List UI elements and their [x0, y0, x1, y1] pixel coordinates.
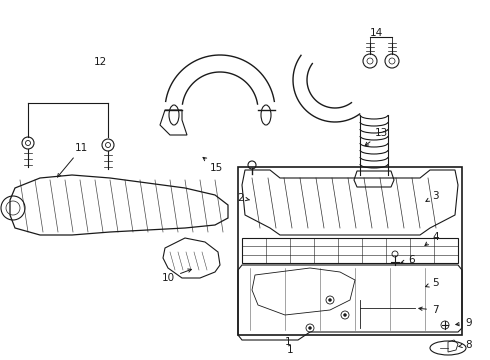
Text: 10: 10 [162, 269, 192, 283]
Text: 14: 14 [370, 28, 383, 38]
Text: 6: 6 [401, 255, 415, 265]
Text: 1: 1 [287, 345, 294, 355]
Text: 8: 8 [459, 340, 472, 350]
Circle shape [328, 298, 332, 302]
Text: 15: 15 [203, 157, 223, 173]
Bar [242, 238, 458, 263]
Text: 1: 1 [285, 337, 292, 347]
Circle shape [309, 327, 312, 329]
Text: 5: 5 [426, 278, 439, 288]
Text: 11: 11 [57, 143, 88, 177]
Text: 4: 4 [425, 232, 439, 246]
Text: 13: 13 [365, 128, 388, 146]
Text: 7: 7 [419, 305, 439, 315]
Text: 12: 12 [94, 57, 107, 67]
Text: 3: 3 [426, 191, 439, 202]
Circle shape [343, 314, 346, 316]
Text: 9: 9 [456, 318, 472, 328]
Text: 2: 2 [237, 193, 249, 203]
Bar [238, 167, 462, 335]
